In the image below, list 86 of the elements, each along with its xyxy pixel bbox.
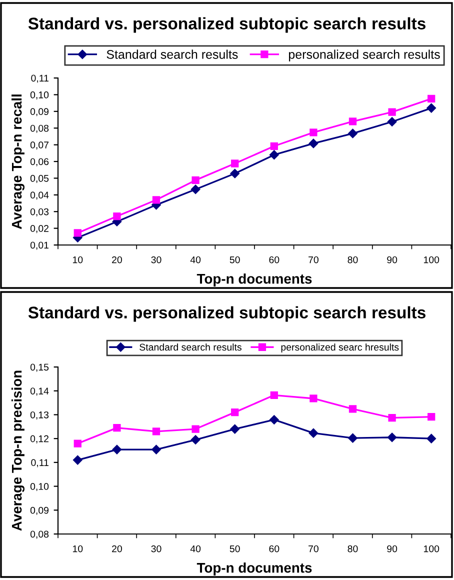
x-tick-label: 80 [348,256,358,264]
y-tick-label: 0,09 [30,108,49,116]
y-tick-label: 0,07 [30,142,48,150]
point [387,117,397,126]
y-tick-label: 0,01 [30,242,48,250]
point [388,108,396,116]
y-tick-label: 0,08 [30,124,49,133]
point [348,405,357,413]
x-tick-label: 70 [308,545,318,552]
point [310,394,318,402]
point [74,229,82,237]
legend-label: Standard search results [106,50,238,59]
point [270,150,279,160]
y-tick-label: 0,14 [30,388,49,396]
point [231,408,239,416]
point [388,414,396,422]
point [310,128,318,136]
x-tick-label: 20 [112,256,122,264]
y-tick-label: 0,11 [31,459,48,468]
chart-title: Standard vs. personalized subtopic search results [28,17,426,33]
point [231,160,239,168]
y-tick-label: 0,10 [30,91,49,100]
y-tick-label: 0,13 [30,411,49,420]
x-tick-label: 80 [348,545,358,552]
legend-label: personalized searc hresults [281,343,399,353]
point [113,212,121,220]
x-tick-label: 30 [151,256,162,264]
point [428,413,436,421]
point [428,94,436,103]
x-tick-label: 70 [308,256,318,264]
y-tick-label: 0,10 [30,483,49,492]
point [230,424,240,434]
point [230,168,240,178]
x-tick-label: 10 [72,256,83,264]
legend-label: Standard search results [140,343,242,351]
x-tick-label: 20 [112,545,122,552]
x-tick-label: 40 [190,256,201,264]
point [270,415,279,424]
point [192,425,200,433]
point [308,138,318,148]
y-tick-label: 0,15 [30,364,49,372]
y-tick-label: 0,02 [30,225,48,234]
y-tick-label: 0,05 [30,174,49,183]
y-tick-label: 0,12 [30,435,48,444]
point [152,196,160,204]
legend-label: personalized search results [288,50,440,62]
y-axis-title: Average Top-n recall [11,94,24,230]
x-tick-label: 90 [387,256,398,264]
x-tick-label: 50 [230,545,240,552]
y-tick-label: 0,04 [30,192,49,200]
x-tick-label: 50 [230,256,240,264]
x-tick-label: 60 [269,256,280,264]
point [348,118,357,126]
x-tick-label: 40 [190,545,201,552]
x-axis-title: Top-n documents [196,562,312,576]
y-axis-title: Average Top-n precision [11,370,24,531]
point [270,391,278,399]
point [308,428,318,438]
y-tick-label: 0,08 [30,530,49,539]
y-tick-label: 0,09 [30,506,49,515]
point [73,455,82,465]
x-tick-label: 60 [269,545,280,552]
point [74,440,82,448]
x-tick-label: 90 [387,545,398,552]
y-tick-label: 0,06 [30,158,49,166]
point [152,444,161,454]
point [426,434,436,444]
point [348,128,358,138]
point [112,444,122,454]
y-tick-label: 0,11 [31,74,48,83]
y-tick-label: 0,03 [30,208,49,216]
point [152,428,160,436]
x-tick-label: 100 [424,256,440,264]
x-axis-title: Top-n documents [196,274,312,286]
point [190,435,200,444]
point [387,432,397,442]
x-tick-label: 10 [72,545,83,552]
point [192,176,200,184]
x-tick-label: 100 [424,545,440,552]
point [113,424,121,432]
point [426,103,436,113]
x-tick-label: 30 [151,545,162,552]
point [270,142,278,150]
point [348,433,358,443]
chart-title: Standard vs. personalized subtopic search results [28,306,426,322]
point [190,184,200,194]
